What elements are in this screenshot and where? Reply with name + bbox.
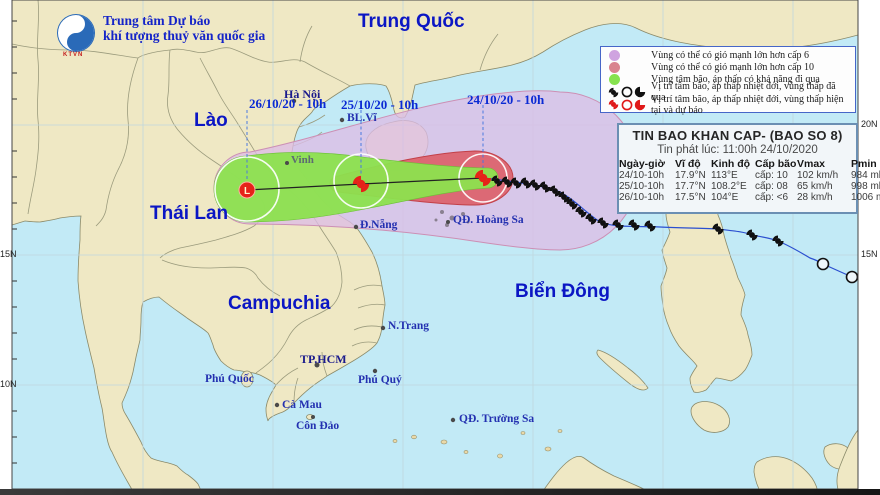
legend-row: Vùng có thể có gió mạnh lớn hơn cấp 10 [607, 61, 852, 74]
forecast-table-row: 24/10-10h 17.9°N 113°E cấp: 10 102 km/h … [619, 170, 880, 181]
legend-label: Vùng tâm bão, áp thấp có khả năng đi qua [651, 74, 820, 86]
bulletin-issued-time: Tin phát lúc: 11:00h 24/10/2020 [657, 144, 818, 156]
cell: 17.5°N [675, 192, 706, 203]
forecast-table-row: 25/10-10h 17.7°N 108.2°E cấp: 08 65 km/h… [619, 181, 880, 192]
cell: 108.2°E [711, 181, 747, 192]
bulletin-title: TIN BAO KHAN CAP- (BAO SO 8) [632, 128, 843, 143]
cell: 25/10-10h [619, 181, 665, 192]
cat6-zone-swatch-icon [609, 49, 620, 61]
legend-label: Vị trí tâm bão, áp thấp nhiệt đới, vùng … [651, 81, 836, 104]
legend-row: Vị trí tâm bão, áp thấp nhiệt đới, vùng … [607, 81, 852, 103]
bottom-edge-strip [0, 489, 880, 495]
land-mindoro [690, 401, 730, 433]
org-header: Trung tâm Dự báo khí tượng thuỷ văn quốc… [55, 13, 265, 61]
low-marker-letter: L [244, 186, 250, 197]
org-name-line2: khí tượng thuỷ văn quốc gia [103, 28, 266, 43]
legend-label: Vị trí tâm bão, áp thấp nhiệt đới, vùng … [651, 93, 844, 116]
col-header: Vmax [797, 158, 826, 170]
legend-label: Vùng có thể có gió mạnh lớn hơn cấp 10 [651, 62, 815, 74]
cell: 17.7°N [675, 181, 706, 192]
cell: cấp: 10 [755, 170, 788, 181]
spratly-islands [392, 429, 563, 459]
col-header: Ngày-giờ [619, 158, 665, 170]
cell: 998 mb [851, 181, 880, 192]
cell: 24/10-10h [619, 170, 665, 181]
bulletin-box: TIN BAO KHAN CAP- (BAO SO 8) Tin phát lú… [617, 123, 880, 214]
city-dots [274, 98, 456, 423]
col-header: Cấp bão [755, 158, 797, 170]
legend-row: Vị trí tâm bão, áp thấp nhiệt đới, vùng … [607, 94, 852, 116]
forecast-circle-icon [621, 99, 633, 111]
cell: cấp: <6 [755, 192, 789, 203]
storm-center-zone [213, 152, 499, 223]
forecast-table-row: 26/10-10h 17.5°N 104°E cấp: <6 28 km/h 1… [619, 192, 880, 203]
past-cyclone-icon [607, 86, 620, 99]
ktvn-logo-icon [57, 14, 95, 52]
cell: 102 km/h [797, 170, 839, 181]
island-phuquoc [240, 370, 254, 388]
cell: 26/10-10h [619, 192, 665, 203]
col-header: Kinh độ [711, 158, 751, 170]
cell: 1006 mb [851, 192, 880, 203]
cell: cấp: 08 [755, 181, 788, 192]
land-luzon [660, 167, 753, 393]
legend-row: Vùng có thể có gió mạnh lớn hơn cấp 6 [607, 49, 852, 61]
cell: 17.9°N [675, 170, 706, 181]
cell: 984 mb [851, 170, 880, 181]
past-circle-icon [621, 86, 633, 98]
cat10-zone-swatch-icon [609, 62, 620, 74]
cell: 104°E [711, 192, 739, 203]
low-pressure-marker: L [238, 181, 256, 199]
legend-label: Vùng có thể có gió mạnh lớn hơn cấp 6 [651, 49, 810, 61]
latitude-ticks [12, 20, 17, 464]
cell: 113°E [711, 170, 738, 181]
forecast-low-icon [634, 99, 646, 110]
paracel-islands [434, 210, 470, 227]
forecast-cyclone-icon [607, 98, 620, 111]
legend-row: Vùng tâm bão, áp thấp có khả năng đi qua [607, 74, 852, 86]
land-borneo [539, 456, 655, 495]
track-zone-swatch-icon [609, 74, 620, 86]
col-header: Vĩ độ [675, 158, 701, 170]
date-leader-lines [246, 105, 484, 181]
org-name-line1: Trung tâm Dự báo [103, 13, 211, 28]
land-visayas [753, 456, 819, 495]
col-header: Pmin [851, 158, 877, 170]
land-palawan [596, 349, 649, 391]
forecast-table: Ngày-giờ Vĩ độ Kinh độ Cấp bão Vmax Pmin… [619, 158, 880, 203]
forecast-table-header-row: Ngày-giờ Vĩ độ Kinh độ Cấp bão Vmax Pmin [619, 158, 880, 170]
legend-box: Vùng có thể có gió mạnh lớn hơn cấp 6 Vù… [600, 46, 856, 116]
cell: 28 km/h [797, 192, 833, 203]
cell: 65 km/h [797, 181, 833, 192]
past-low-icon [634, 87, 646, 98]
